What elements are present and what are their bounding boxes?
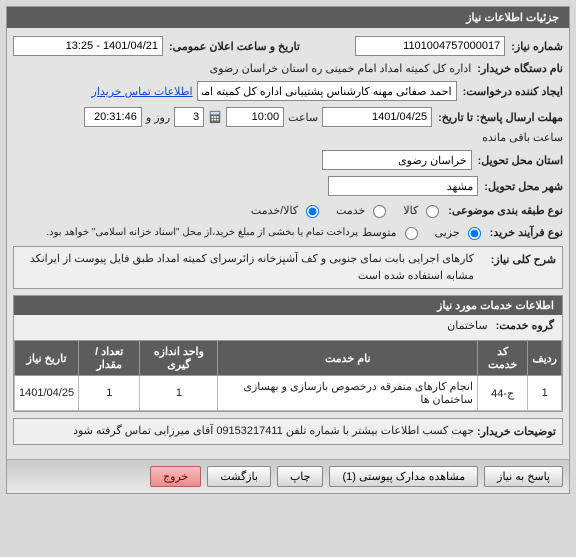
process-type-label: نوع فرآیند خرید: xyxy=(488,226,563,239)
col-row: ردیف xyxy=(528,341,562,376)
province-label: استان محل تحویل: xyxy=(476,154,563,167)
radio-jozei[interactable]: جزیی xyxy=(435,224,484,240)
row-creator: ایجاد کننده درخواست: اطلاعات تماس خریدار xyxy=(13,81,563,101)
footer-buttons: پاسخ به نیاز مشاهده مدارک پیوستی (1) چاپ… xyxy=(7,459,569,493)
announce-label: تاریخ و ساعت اعلان عمومی: xyxy=(167,40,300,53)
col-date: تاریخ نیاز xyxy=(15,341,79,376)
services-table: ردیف کد خدمت نام خدمت واحد اندازه گیری ت… xyxy=(14,340,562,411)
col-code: کد خدمت xyxy=(478,341,528,376)
deadline-date-input[interactable] xyxy=(322,107,432,127)
need-no-label: شماره نیاز: xyxy=(509,40,563,53)
buyer-note-text: جهت کسب اطلاعات بیشتر با شماره تلفن 0915… xyxy=(20,423,474,440)
attachments-button[interactable]: مشاهده مدارک پیوستی (1) xyxy=(329,466,478,487)
contact-link[interactable]: اطلاعات تماس خریدار xyxy=(92,85,193,98)
cell-qty: 1 xyxy=(79,376,140,411)
back-button[interactable]: بازگشت xyxy=(207,466,271,487)
buyer-note-panel: توضیحات خریدار: جهت کسب اطلاعات بیشتر با… xyxy=(13,418,563,445)
col-qty: تعداد / مقدار xyxy=(79,341,140,376)
details-panel: جزئیات اطلاعات نیاز شماره نیاز: تاریخ و … xyxy=(6,6,570,494)
deadline-remain-input[interactable] xyxy=(84,107,142,127)
print-button[interactable]: چاپ xyxy=(277,466,324,487)
need-no-input[interactable] xyxy=(355,36,505,56)
row-buyer-org: نام دستگاه خریدار: اداره کل کمیته امداد … xyxy=(13,62,563,75)
row-need-no: شماره نیاز: تاریخ و ساعت اعلان عمومی: xyxy=(13,36,563,56)
deadline-days-input[interactable] xyxy=(174,107,204,127)
services-header: اطلاعات خدمات مورد نیاز xyxy=(14,296,562,315)
radio-motavaset[interactable]: متوسط xyxy=(362,224,421,240)
desc-text: کارهای اجرایی بابت نمای جنوبی و کف آشپزخ… xyxy=(20,251,474,284)
announce-input[interactable] xyxy=(13,36,163,56)
panel-title: جزئیات اطلاعات نیاز xyxy=(7,7,569,28)
process-type-note: پرداخت تمام یا بخشی از مبلغ خرید،از محل … xyxy=(46,227,358,238)
time-label: ساعت xyxy=(288,111,318,124)
services-panel: اطلاعات خدمات مورد نیاز گروه خدمت: ساختم… xyxy=(13,295,563,412)
deadline-time-input[interactable] xyxy=(226,107,284,127)
province-input[interactable] xyxy=(322,150,472,170)
budget-split-label: نوع طبقه بندی موضوعی: xyxy=(446,204,563,217)
city-label: شهر محل تحویل: xyxy=(482,180,563,193)
cell-row: 1 xyxy=(528,376,562,411)
row-process-type: نوع فرآیند خرید: جزیی متوسط پرداخت تمام … xyxy=(13,224,563,240)
buyer-org-label: نام دستگاه خریدار: xyxy=(475,62,563,75)
radio-kala-khedmat[interactable]: کالا/خدمت xyxy=(251,202,322,218)
row-province: استان محل تحویل: xyxy=(13,150,563,170)
cell-name: انجام کارهای متفرقه درخصوص بازسازی و بهس… xyxy=(218,376,478,411)
col-name: نام خدمت xyxy=(218,341,478,376)
radio-kala[interactable]: کالا xyxy=(403,202,442,218)
reply-button[interactable]: پاسخ به نیاز xyxy=(484,466,563,487)
creator-input[interactable] xyxy=(197,81,457,101)
row-city: شهر محل تحویل: xyxy=(13,176,563,196)
cell-date: 1401/04/25 xyxy=(15,376,79,411)
remain-label: ساعت باقی مانده xyxy=(482,131,563,144)
buyer-org-value: اداره کل کمیته امداد امام خمینی ره استان… xyxy=(210,62,472,75)
cell-code: ج-44 xyxy=(478,376,528,411)
radio-khedmat[interactable]: خدمت xyxy=(336,202,389,218)
cell-unit: 1 xyxy=(140,376,218,411)
col-unit: واحد اندازه گیری xyxy=(140,341,218,376)
city-input[interactable] xyxy=(328,176,478,196)
form-area: شماره نیاز: تاریخ و ساعت اعلان عمومی: نا… xyxy=(7,28,569,459)
days-label: روز و xyxy=(146,111,170,124)
calculator-icon xyxy=(208,110,222,124)
row-budget-split: نوع طبقه بندی موضوعی: کالا خدمت کالا/خدم… xyxy=(13,202,563,218)
deadline-label: مهلت ارسال پاسخ: تا تاریخ: xyxy=(436,111,563,124)
row-deadline: مهلت ارسال پاسخ: تا تاریخ: ساعت روز و سا… xyxy=(13,107,563,144)
buyer-note-label: توضیحات خریدار: xyxy=(474,423,556,438)
desc-panel: شرح کلی نیاز: کارهای اجرایی بابت نمای جن… xyxy=(13,246,563,289)
service-group-value: ساختمان xyxy=(447,319,487,332)
creator-label: ایجاد کننده درخواست: xyxy=(461,85,563,98)
desc-label: شرح کلی نیاز: xyxy=(474,251,556,266)
table-row: 1 ج-44 انجام کارهای متفرقه درخصوص بازساز… xyxy=(15,376,562,411)
exit-button[interactable]: خروج xyxy=(150,466,201,487)
service-group-label: گروه خدمت: xyxy=(494,319,554,332)
